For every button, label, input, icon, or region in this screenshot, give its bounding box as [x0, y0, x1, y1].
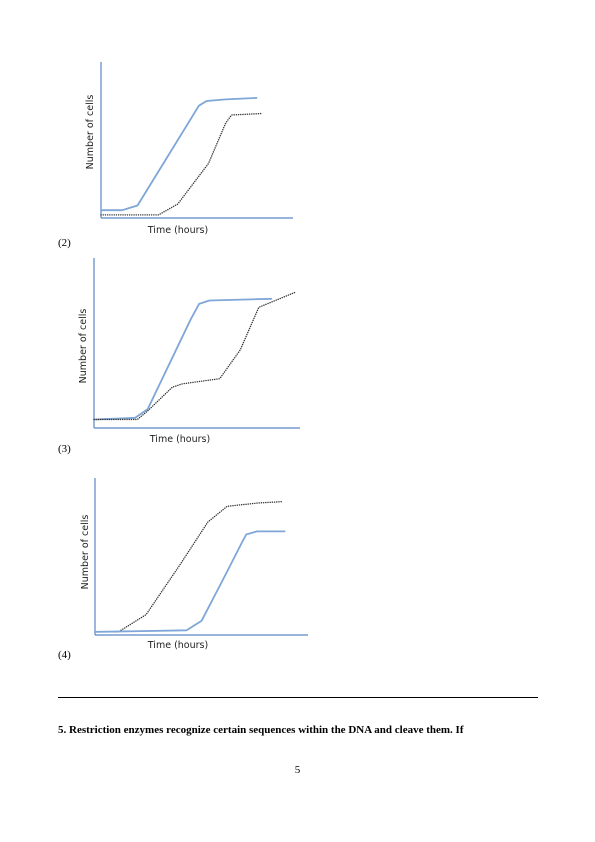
growth-chart-3: Time (hours) Number of cells	[80, 478, 308, 651]
option-label-3: (3)	[58, 443, 71, 455]
growth-curve-dotted	[100, 112, 263, 216]
x-axis-label: Time (hours)	[147, 225, 208, 236]
page-number: 5	[294, 764, 301, 776]
y-axis-label: Number of cells	[80, 515, 91, 590]
y-axis-label: Number of cells	[78, 309, 89, 384]
growth-chart-1: Time (hours) Number of cells	[85, 62, 293, 236]
growth-curve-solid	[94, 530, 286, 633]
y-axis-label: Number of cells	[85, 95, 96, 170]
growth-curve-solid	[93, 297, 273, 421]
growth-curve-dotted	[93, 291, 297, 421]
x-axis-label: Time (hours)	[147, 640, 208, 651]
x-axis-label: Time (hours)	[149, 434, 210, 445]
question-5-text: 5. Restriction enzymes recognize certain…	[58, 724, 464, 736]
horizontal-rule	[58, 697, 538, 698]
option-label-4: (4)	[58, 649, 71, 661]
growth-chart-2: Time (hours) Number of cells	[78, 258, 300, 445]
growth-curve-solid	[100, 97, 258, 212]
option-label-2: (2)	[58, 237, 71, 249]
growth-curve-dotted	[94, 500, 284, 633]
